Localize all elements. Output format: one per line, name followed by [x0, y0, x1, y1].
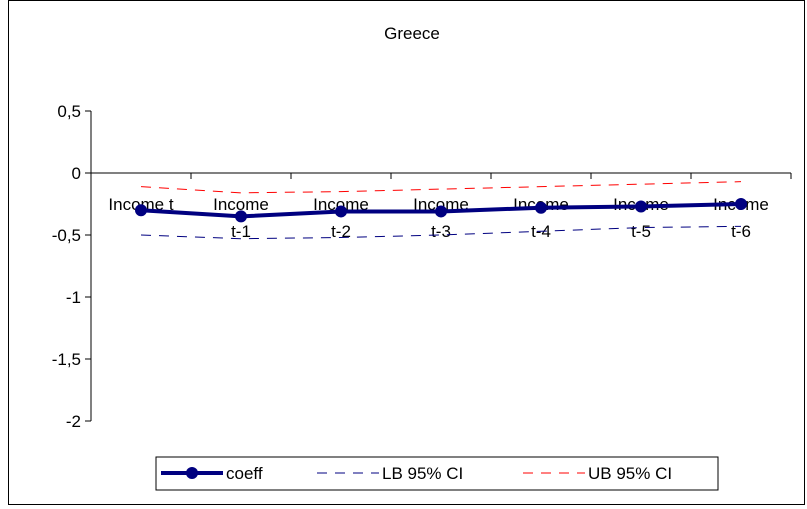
- legend-label-lb: LB 95% CI: [382, 464, 463, 483]
- data-point-coeff: [635, 200, 647, 213]
- y-tick-label: 0,5: [57, 102, 81, 121]
- y-tick-label: -2: [66, 412, 81, 431]
- data-point-coeff: [135, 204, 147, 217]
- legend-box: [155, 456, 719, 491]
- legend-label-coeff: coeff: [226, 464, 263, 483]
- x-tick-label: t-3: [431, 222, 451, 241]
- chart-svg: Greece 0,50-0,5-1-1,5-2 Income t Incomet-…: [52, 24, 792, 491]
- data-point-coeff: [435, 205, 447, 218]
- legend: coeff LB 95% CI UB 95% CI: [155, 456, 719, 491]
- data-point-coeff: [335, 205, 347, 218]
- chart-title: Greece: [384, 24, 440, 43]
- legend-marker-coeff: [186, 467, 198, 479]
- data-point-coeff: [735, 198, 747, 210]
- x-tick-label: Income: [213, 195, 269, 214]
- data-point-coeff: [235, 210, 247, 223]
- y-tick-label: 0: [72, 164, 81, 183]
- x-tick-label: t-6: [731, 222, 751, 241]
- y-tick-label: -1: [66, 288, 81, 307]
- series-layer: [135, 181, 747, 240]
- x-tick-label: t-1: [231, 222, 251, 241]
- legend-label-ub: UB 95% CI: [588, 464, 672, 483]
- x-tick-label: t-2: [331, 222, 351, 241]
- data-point-coeff: [535, 201, 547, 214]
- series-line-ub-95-ci: [140, 181, 742, 194]
- chart-frame: Greece 0,5 0 -0,5 -1 -1,5 -2 Income t Income t-…: [8, 0, 805, 505]
- y-tick-label: -0,5: [52, 226, 81, 245]
- y-ticks: 0,5 0 -0,5 -1 -1,5 -2: [52, 102, 792, 431]
- x-tick-label: t-5: [631, 222, 651, 241]
- x-tick-label: Income: [313, 195, 369, 214]
- y-tick-label: -1,5: [52, 350, 81, 369]
- x-tick-labels: Income tIncomet-1Incomet-2Incomet-3Incom…: [108, 195, 768, 241]
